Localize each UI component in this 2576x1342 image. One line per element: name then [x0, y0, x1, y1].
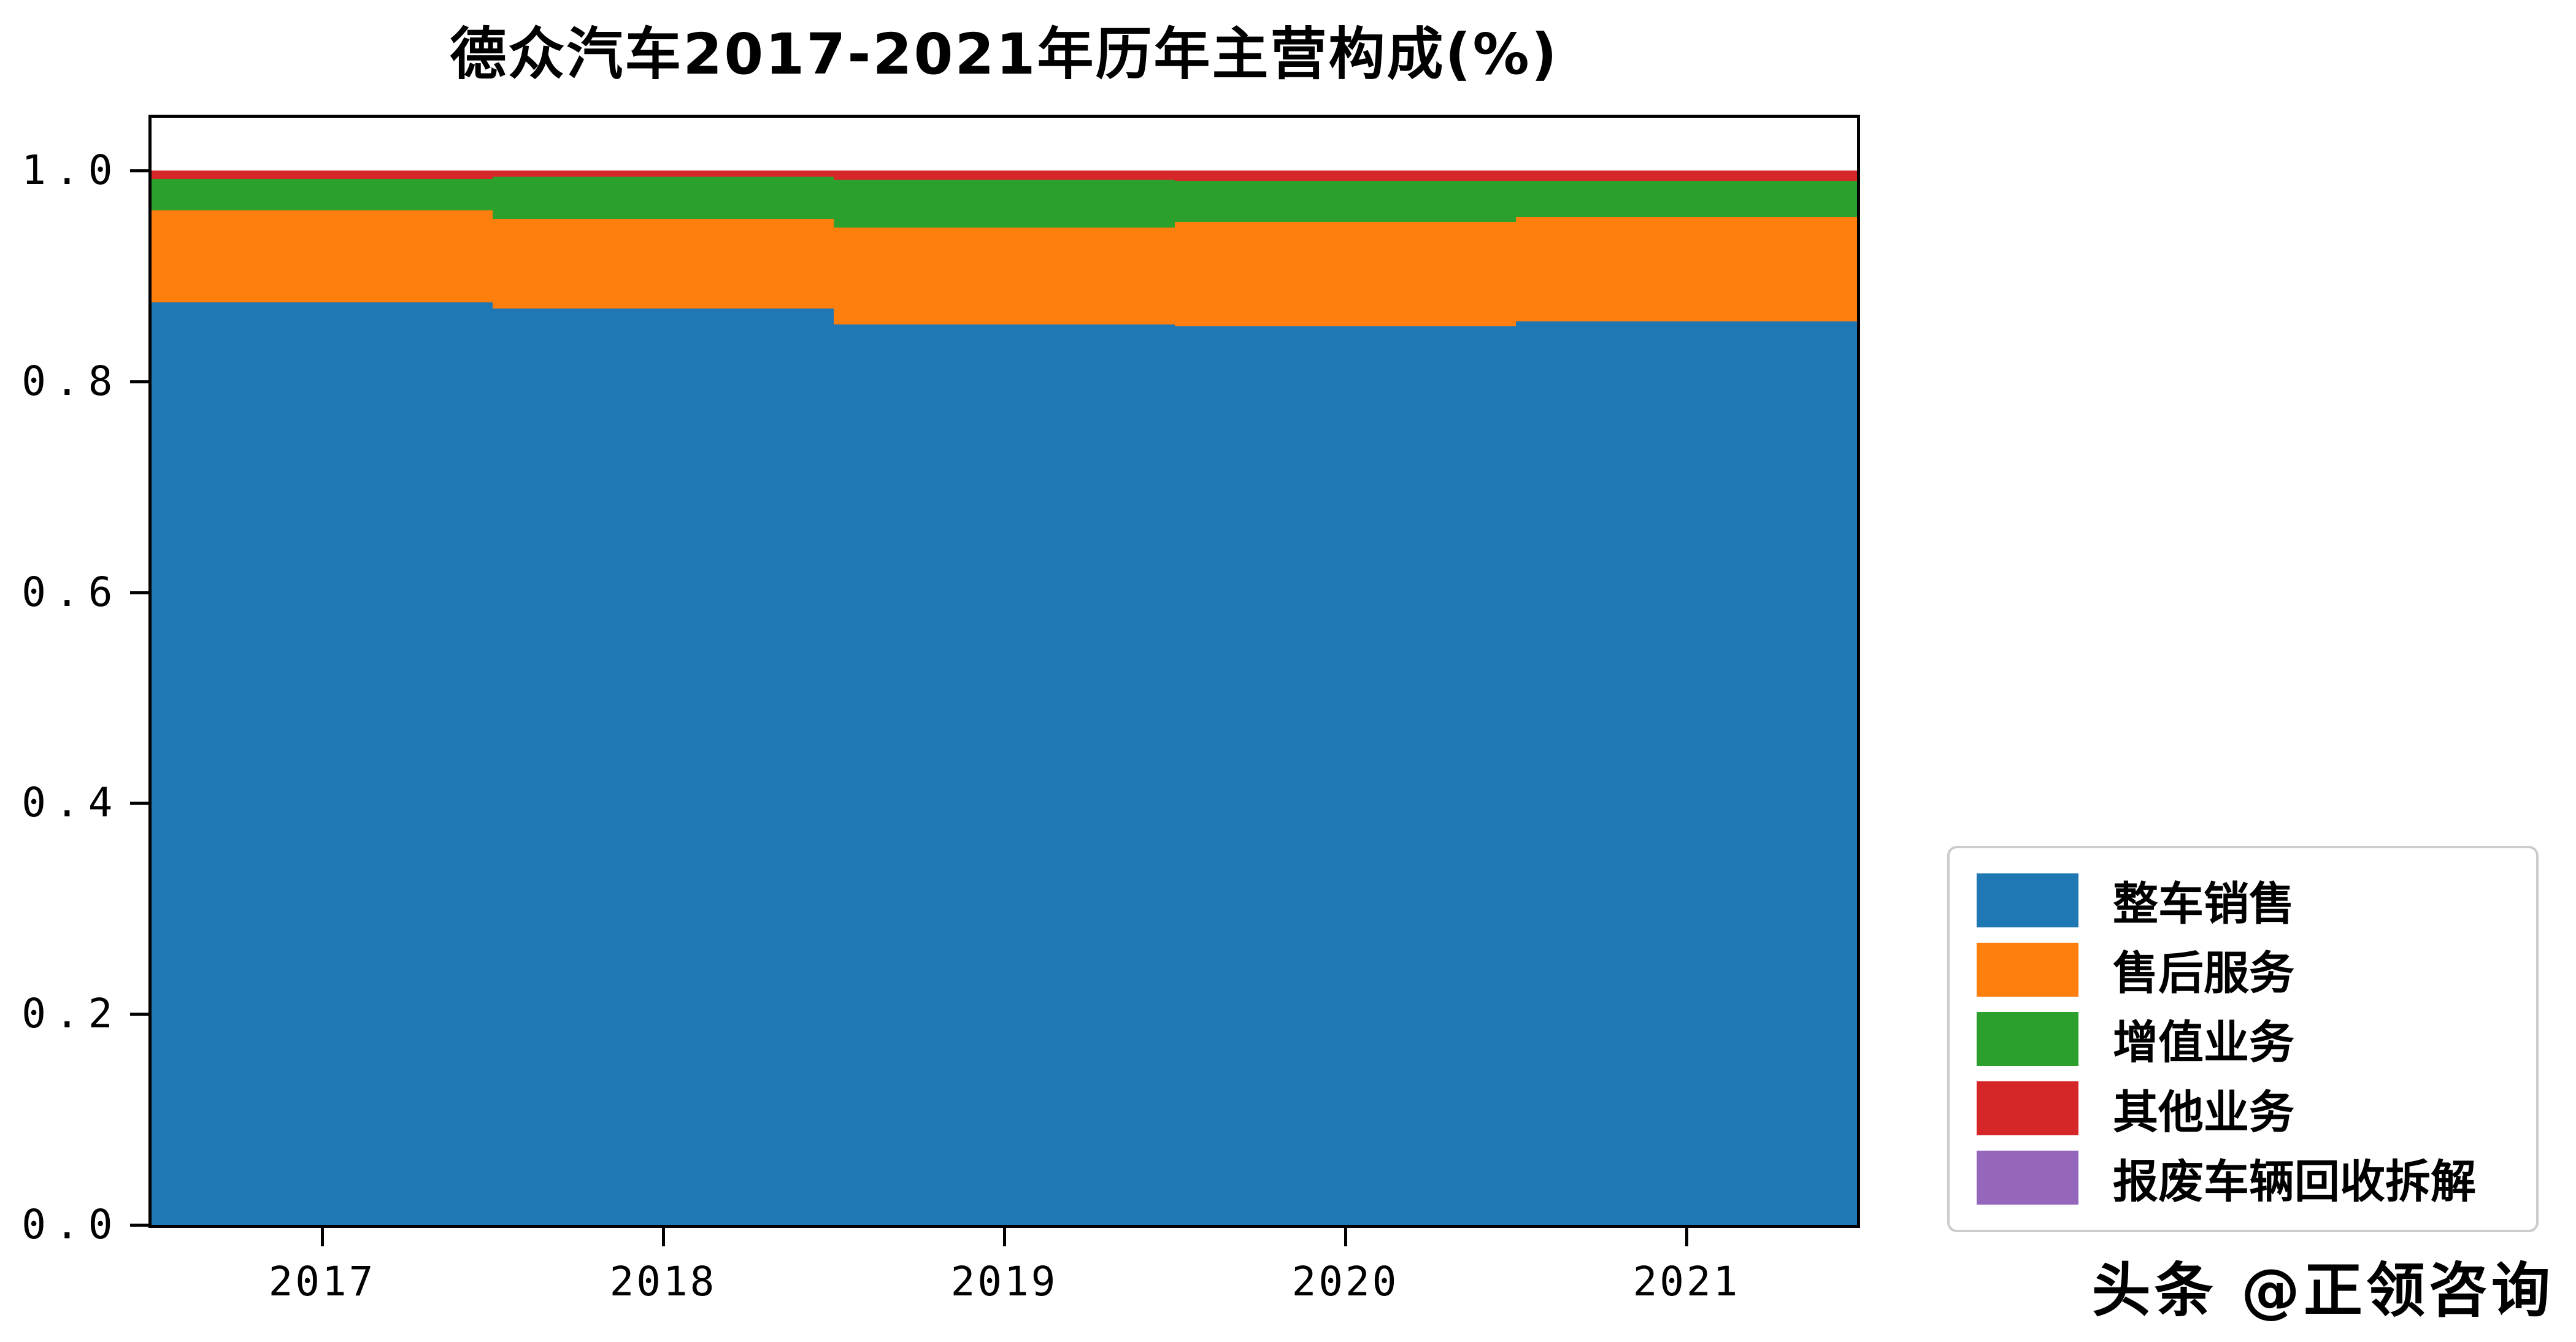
x-tick-mark	[1344, 1228, 1347, 1246]
legend-swatch	[1977, 1151, 2078, 1205]
x-tick-mark	[1685, 1228, 1688, 1246]
bar-segment	[1175, 326, 1516, 1225]
y-tick-label: 0.4	[21, 779, 121, 827]
legend-swatch	[1977, 942, 2078, 997]
legend-swatch	[1977, 1081, 2078, 1136]
stacked-bar-2017	[152, 170, 493, 1225]
bar-segment	[152, 178, 493, 211]
stacked-bar-2021	[1516, 170, 1857, 1225]
y-tick-label: 0.2	[21, 990, 121, 1038]
legend-item: 售后服务	[1977, 937, 2509, 1002]
bar-segment	[1516, 217, 1857, 321]
legend-item: 报废车辆回收拆解	[1977, 1145, 2509, 1211]
y-tick-label: 0.6	[21, 568, 121, 616]
legend-label: 售后服务	[2113, 947, 2294, 1000]
bar-segment	[834, 180, 1175, 228]
x-tick-mark	[662, 1228, 665, 1246]
legend-label: 其他业务	[2113, 1086, 2294, 1139]
legend: 整车销售售后服务增值业务其他业务报废车辆回收拆解	[1947, 846, 2539, 1232]
x-tick-label: 2020	[1291, 1258, 1399, 1305]
bar-segment	[1516, 181, 1857, 217]
x-tick-mark	[1003, 1228, 1006, 1246]
bar-segment	[834, 324, 1175, 1225]
bar-segment	[493, 170, 834, 177]
bars-layer	[152, 118, 1857, 1225]
legend-item: 其他业务	[1977, 1076, 2509, 1141]
y-tick-mark	[130, 169, 148, 172]
x-tick-label: 2019	[950, 1258, 1058, 1305]
stacked-bar-2019	[834, 170, 1175, 1225]
y-tick-label: 0.8	[21, 357, 121, 405]
plot-area	[148, 115, 1860, 1228]
stacked-bar-2020	[1175, 170, 1516, 1225]
x-tick-label: 2017	[268, 1258, 376, 1305]
bar-segment	[493, 309, 834, 1225]
bar-segment	[1516, 170, 1857, 182]
y-tick-mark	[130, 591, 148, 594]
chart-title: 德众汽车2017-2021年历年主营构成(%)	[450, 21, 1559, 87]
bar-segment	[834, 227, 1175, 324]
bar-segment	[493, 219, 834, 309]
bar-segment	[1175, 222, 1516, 327]
stacked-bar-2018	[493, 170, 834, 1225]
legend-label: 增值业务	[2113, 1016, 2294, 1070]
y-tick-mark	[130, 1013, 148, 1016]
legend-swatch	[1977, 1011, 2078, 1066]
legend-label: 报废车辆回收拆解	[2113, 1155, 2476, 1208]
y-tick-mark	[130, 802, 148, 805]
bar-segment	[834, 170, 1175, 180]
x-tick-label: 2021	[1632, 1258, 1740, 1305]
y-tick-mark	[130, 1224, 148, 1227]
legend-item: 整车销售	[1977, 867, 2509, 933]
bar-segment	[1516, 321, 1857, 1225]
bar-segment	[152, 210, 493, 302]
bar-segment	[1175, 181, 1516, 223]
bar-segment	[152, 302, 493, 1225]
watermark: 头条 @正领咨询	[2091, 1256, 2554, 1325]
bar-segment	[152, 170, 493, 179]
x-tick-mark	[321, 1228, 324, 1246]
bar-segment	[1175, 170, 1516, 182]
legend-item: 增值业务	[1977, 1006, 2509, 1072]
bar-segment	[493, 177, 834, 220]
x-tick-label: 2018	[609, 1258, 717, 1305]
y-tick-label: 1.0	[21, 146, 121, 194]
y-tick-label: 0.0	[21, 1201, 121, 1248]
legend-label: 整车销售	[2113, 878, 2294, 931]
y-tick-mark	[130, 380, 148, 383]
legend-swatch	[1977, 873, 2078, 927]
